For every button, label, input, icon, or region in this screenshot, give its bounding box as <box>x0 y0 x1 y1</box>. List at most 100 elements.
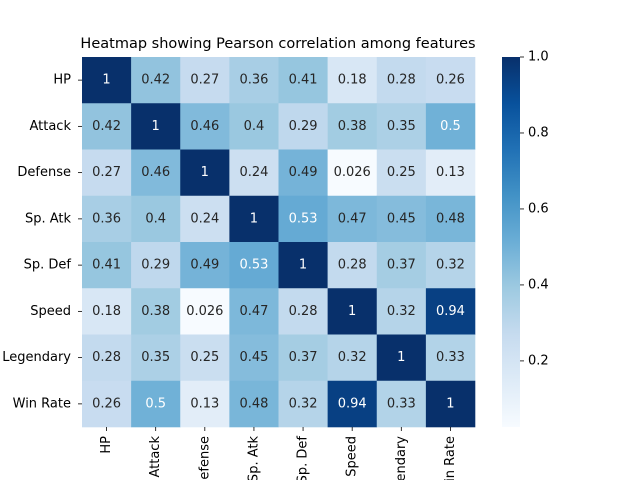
heatmap-cell <box>425 149 476 197</box>
cell-label: 0.37 <box>289 350 318 365</box>
heatmap-cell <box>327 288 378 335</box>
cell-label: 0.94 <box>338 396 367 411</box>
heatmap-cell <box>425 242 476 289</box>
heatmap-cell <box>82 103 132 150</box>
x-tick-label: Attack <box>148 436 163 478</box>
heatmap-cell <box>376 334 427 382</box>
cell-label: 0.28 <box>92 350 121 365</box>
heatmap-cell <box>327 149 378 197</box>
heatmap-cell <box>82 149 132 197</box>
y-tick-label: Attack <box>29 119 71 134</box>
heatmap-cell <box>425 288 476 335</box>
cell-label: 1 <box>397 350 405 365</box>
x-tick-label: Sp. Def <box>296 436 311 480</box>
cell-label: 0.25 <box>190 350 219 365</box>
cell-label: 1 <box>446 396 454 411</box>
cell-label: 0.38 <box>338 119 367 134</box>
cell-label: 0.48 <box>239 396 268 411</box>
cell-label: 0.26 <box>436 73 465 88</box>
heatmap-cell <box>229 334 279 382</box>
cell-label: 0.48 <box>436 211 465 226</box>
heatmap-cell <box>327 242 378 289</box>
cell-label: 0.36 <box>92 211 121 226</box>
cell-label: 0.25 <box>387 165 416 180</box>
cell-label: 0.13 <box>190 396 219 411</box>
cell-label: 0.53 <box>289 211 318 226</box>
heatmap-cell <box>376 103 427 150</box>
heatmap-cell <box>327 57 378 104</box>
cell-label: 0.026 <box>186 304 223 319</box>
y-tick-label: Defense <box>17 165 71 180</box>
colorbar-tick-label: 1.0 <box>528 50 549 65</box>
heatmap-cell <box>376 380 427 428</box>
heatmap-cell <box>229 288 279 335</box>
cell-label: 0.42 <box>141 73 170 88</box>
chart-title: Heatmap showing Pearson correlation amon… <box>80 36 475 52</box>
heatmap-cell <box>82 334 132 382</box>
cell-label: 0.35 <box>387 119 416 134</box>
heatmap-cell <box>180 195 230 243</box>
heatmap-cell <box>376 288 427 335</box>
heatmap-cell <box>278 57 328 104</box>
cell-label: 0.28 <box>387 73 416 88</box>
x-tick-label: Speed <box>345 436 360 477</box>
heatmap-cell <box>180 288 230 335</box>
cell-label: 0.32 <box>338 350 367 365</box>
cell-label: 1 <box>201 165 209 180</box>
cell-label: 0.94 <box>436 304 465 319</box>
cell-label: 0.24 <box>190 211 219 226</box>
cell-label: 0.026 <box>334 165 371 180</box>
cell-label: 0.32 <box>436 258 465 273</box>
heatmap-cell <box>327 195 378 243</box>
heatmap-cell <box>180 57 230 104</box>
cell-label: 0.47 <box>239 304 268 319</box>
cell-label: 0.29 <box>289 119 318 134</box>
heatmap-cell <box>278 288 328 335</box>
heatmap-cell <box>278 380 328 428</box>
heatmap-cell <box>131 195 181 243</box>
cell-label: 0.45 <box>387 211 416 226</box>
heatmap-cell <box>278 334 328 382</box>
y-tick-label: Sp. Atk <box>25 211 72 226</box>
heatmap-cell <box>425 334 476 382</box>
cell-label: 0.33 <box>436 350 465 365</box>
cell-label: 0.41 <box>289 73 318 88</box>
cell-label: 0.18 <box>92 304 121 319</box>
cell-label: 0.35 <box>141 350 170 365</box>
heatmap-cell <box>131 103 181 150</box>
heatmap-cell <box>180 149 230 197</box>
cell-label: 0.24 <box>239 165 268 180</box>
cell-label: 1 <box>250 211 258 226</box>
cell-label: 0.4 <box>145 211 166 226</box>
heatmap-cell <box>376 195 427 243</box>
cell-label: 0.29 <box>141 258 170 273</box>
heatmap-cell <box>327 380 378 428</box>
heatmap-cell <box>180 103 230 150</box>
cell-label: 0.33 <box>387 396 416 411</box>
heatmap-cell <box>278 103 328 150</box>
heatmap-cell <box>229 380 279 428</box>
x-tick-label: Defense <box>197 436 212 480</box>
cell-label: 1 <box>348 304 356 319</box>
colorbar-tick-label: 0.4 <box>528 277 549 292</box>
heatmap-cell <box>180 380 230 428</box>
cell-label: 0.36 <box>239 73 268 88</box>
y-tick-label: HP <box>53 73 71 88</box>
heatmap-cell <box>131 242 181 289</box>
cell-label: 0.27 <box>190 73 219 88</box>
heatmap-cell <box>425 57 476 104</box>
cell-label: 0.37 <box>387 258 416 273</box>
heatmap-cell <box>180 334 230 382</box>
cell-label: 1 <box>102 73 110 88</box>
cell-label: 1 <box>299 258 307 273</box>
heatmap-cell <box>425 195 476 243</box>
cell-label: 0.49 <box>289 165 318 180</box>
heatmap-cell <box>131 380 181 428</box>
heatmap-cell <box>425 103 476 150</box>
heatmap-cell <box>131 334 181 382</box>
heatmap-cell <box>376 149 427 197</box>
heatmap-cell <box>82 57 132 104</box>
cell-label: 0.32 <box>387 304 416 319</box>
heatmap-cell <box>278 195 328 243</box>
